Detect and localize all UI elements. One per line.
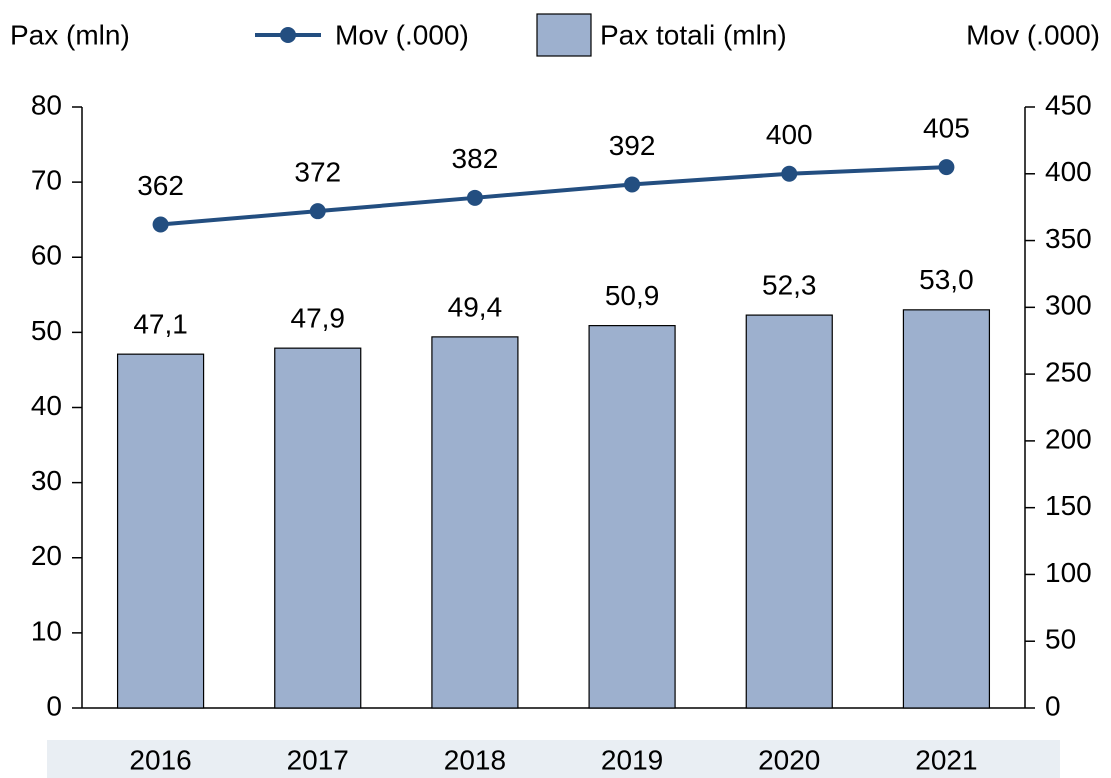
y2-tick-label: 450 bbox=[1045, 89, 1092, 120]
y2-tick-label: 150 bbox=[1045, 490, 1092, 521]
y2-tick-label: 200 bbox=[1045, 423, 1092, 454]
line-point bbox=[466, 189, 483, 206]
x-tick-label: 2016 bbox=[129, 744, 191, 775]
bar bbox=[588, 325, 676, 709]
line-value-label: 372 bbox=[294, 157, 341, 188]
y-tick-label: 30 bbox=[31, 465, 62, 496]
line-point bbox=[624, 176, 641, 193]
bar bbox=[745, 314, 833, 709]
line-point bbox=[309, 203, 326, 220]
x-tick-label: 2019 bbox=[601, 744, 663, 775]
y-tick-label: 40 bbox=[31, 390, 62, 421]
x-tick-label: 2020 bbox=[758, 744, 820, 775]
bar-value-label: 47,1 bbox=[133, 309, 188, 340]
line-point bbox=[781, 165, 798, 182]
bar-value-label: 49,4 bbox=[448, 291, 503, 322]
y2-axis-label: Mov (.000) bbox=[966, 19, 1100, 50]
y-tick-label: 60 bbox=[31, 240, 62, 271]
x-tick-label: 2018 bbox=[444, 744, 506, 775]
line-value-label: 382 bbox=[452, 143, 499, 174]
y2-tick-label: 100 bbox=[1045, 557, 1092, 588]
bar bbox=[431, 336, 519, 709]
category-band bbox=[47, 740, 1060, 778]
y-tick-label: 0 bbox=[46, 690, 62, 721]
y-tick-label: 50 bbox=[31, 315, 62, 346]
line-point bbox=[938, 159, 955, 176]
y-tick-label: 10 bbox=[31, 615, 62, 646]
line-value-label: 392 bbox=[609, 130, 656, 161]
line-value-label: 405 bbox=[923, 112, 970, 143]
bar bbox=[902, 309, 991, 709]
line-value-label: 362 bbox=[137, 170, 184, 201]
legend-label: Mov (.000) bbox=[335, 19, 469, 50]
y2-tick-label: 50 bbox=[1045, 624, 1076, 655]
x-tick-label: 2017 bbox=[287, 744, 349, 775]
y2-tick-label: 250 bbox=[1045, 357, 1092, 388]
y2-tick-label: 350 bbox=[1045, 223, 1092, 254]
legend-swatch bbox=[536, 13, 592, 57]
bar-value-label: 50,9 bbox=[605, 280, 660, 311]
y-tick-label: 70 bbox=[31, 165, 62, 196]
y2-tick-label: 0 bbox=[1045, 690, 1061, 721]
line-value-label: 400 bbox=[766, 119, 813, 150]
bar bbox=[274, 347, 362, 709]
line bbox=[160, 165, 947, 227]
y-tick-label: 20 bbox=[31, 540, 62, 571]
y-tick-label: 80 bbox=[31, 89, 62, 120]
y2-tick-label: 400 bbox=[1045, 156, 1092, 187]
legend-label: Pax totali (mln) bbox=[600, 19, 787, 50]
bar bbox=[116, 353, 205, 709]
bar-value-label: 47,9 bbox=[291, 303, 346, 334]
y2-tick-label: 300 bbox=[1045, 290, 1092, 321]
x-tick-label: 2021 bbox=[915, 744, 977, 775]
bar-value-label: 52,3 bbox=[762, 269, 817, 300]
bar-value-label: 53,0 bbox=[919, 264, 974, 295]
y-axis-label: Pax (mln) bbox=[10, 19, 130, 50]
line-point bbox=[152, 216, 169, 233]
legend-marker bbox=[280, 27, 296, 43]
